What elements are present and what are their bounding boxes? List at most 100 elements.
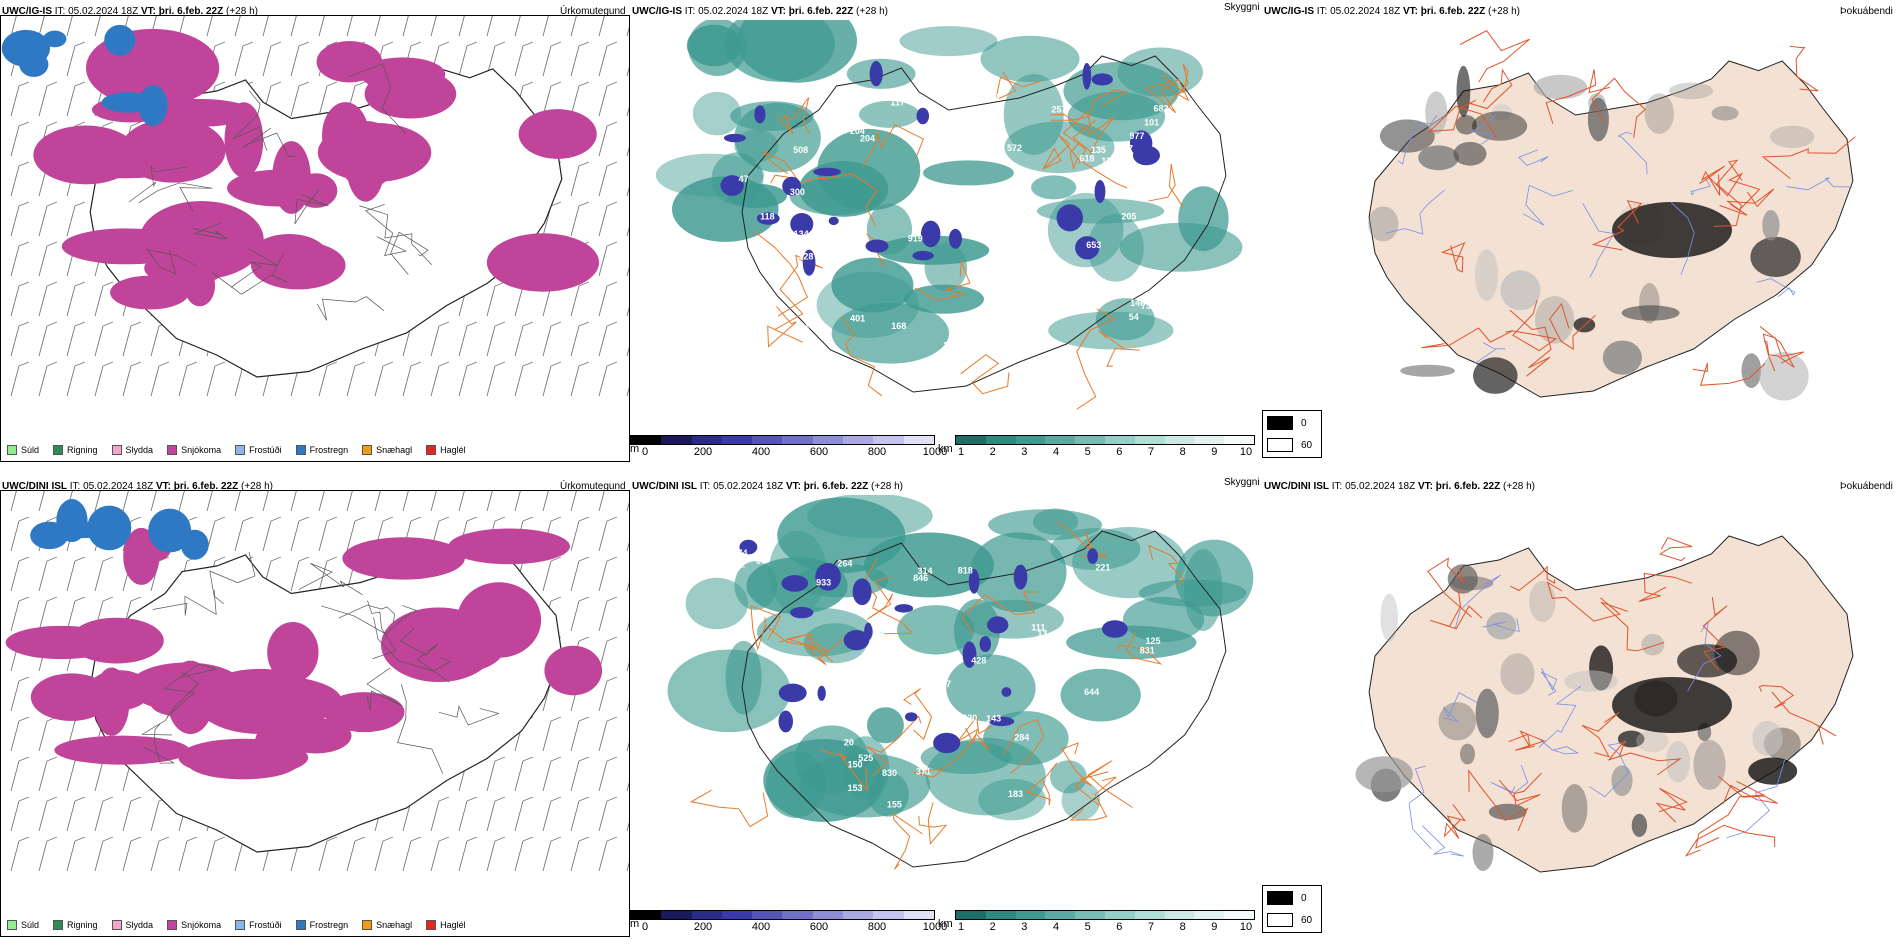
wind-barb-flag xyxy=(74,81,86,87)
wind-barb-flag xyxy=(46,756,58,762)
precip-map xyxy=(5,491,629,872)
fog-swatch-dark xyxy=(1267,416,1293,430)
visibility-scale-km: 1 2 3 4 5 6 7 8 9 10 xyxy=(955,435,1255,465)
low-ceiling-area xyxy=(1082,62,1092,90)
fog-area xyxy=(1475,249,1499,301)
low-visibility-area xyxy=(724,20,835,82)
low-visibility-area xyxy=(960,599,1064,639)
wind-barb xyxy=(234,520,244,552)
visibility-unit: km xyxy=(938,443,953,455)
legend-item: Snjókoma xyxy=(167,443,221,457)
wind-barb xyxy=(542,491,549,512)
wind-barb-flag xyxy=(438,321,450,327)
road-line xyxy=(1759,325,1795,368)
scale-tick: 4 xyxy=(1052,446,1060,458)
legend-item: Frostregn xyxy=(295,443,348,457)
ceiling-label: 831 xyxy=(1140,646,1155,656)
ceiling-label: 47 xyxy=(739,174,749,184)
wind-barb xyxy=(318,560,328,592)
wind-barb-flag xyxy=(578,636,590,642)
fog-area xyxy=(1561,784,1588,833)
wind-barb-flag xyxy=(550,716,562,722)
legend-swatch xyxy=(295,920,306,930)
scale-swatch xyxy=(1045,436,1076,444)
road-line xyxy=(1510,565,1556,592)
wind-barb xyxy=(94,840,104,872)
wind-barb-flag xyxy=(522,516,534,522)
fog-area xyxy=(1447,564,1478,594)
freezing-rain-area xyxy=(104,24,136,56)
wind-barb-flag xyxy=(298,41,310,47)
fog-area xyxy=(1488,803,1527,820)
wind-barb xyxy=(570,491,577,512)
fog-legend-row-dark: 0 xyxy=(1267,888,1321,908)
wind-barb-flag xyxy=(46,836,58,842)
wind-barb xyxy=(150,840,160,872)
wind-barb xyxy=(66,800,76,832)
wind-barb xyxy=(402,491,409,512)
ceiling-label: 172 xyxy=(739,329,754,339)
fog-area-strong xyxy=(1612,202,1732,258)
it-label: IT: xyxy=(684,6,696,17)
ceiling-label: 155 xyxy=(1144,681,1159,691)
panel-header: UWC/DINI ISL IT: 05.02.2024 18Z VT: þri.… xyxy=(632,481,903,492)
ceiling-labels: 13 314 880 623 264 181 87 155 153 155 92 143 348 837 2… xyxy=(730,548,1160,856)
low-ceiling-area xyxy=(1056,204,1083,232)
precip-areas xyxy=(5,499,603,780)
wind-barb-flag xyxy=(410,361,422,367)
ceiling-label: 525 xyxy=(858,753,873,763)
wind-barb-flag xyxy=(214,836,226,842)
wind-barb-flag xyxy=(578,796,590,802)
wind-barb xyxy=(598,365,608,397)
it-label: IT: xyxy=(1316,6,1328,17)
ceiling-label: 133 xyxy=(776,91,791,101)
river-line xyxy=(1582,203,1615,278)
road-line xyxy=(1050,110,1093,164)
wind-barb xyxy=(514,16,521,37)
road-network xyxy=(689,521,1185,870)
precip-legend: Súld Rigning Slydda Snjókoma Frostúði Frostre… xyxy=(7,918,480,932)
wind-barb-flag xyxy=(606,41,618,47)
low-visibility-area xyxy=(692,91,742,136)
ceiling-label: 221 xyxy=(1095,563,1110,573)
low-visibility-area xyxy=(1119,222,1243,272)
river-line xyxy=(1756,278,1796,298)
wind-barb-flag xyxy=(46,361,58,367)
snow-area xyxy=(457,582,542,658)
scale-swatch xyxy=(1104,911,1135,919)
scale-tick: 2 xyxy=(989,921,996,933)
river-line xyxy=(1786,177,1853,191)
low-visibility-area xyxy=(1049,760,1087,794)
ceiling-label: 837 xyxy=(866,818,881,828)
wind-barb-flag xyxy=(382,836,394,842)
wind-barb xyxy=(598,840,608,872)
wind-barb xyxy=(570,205,580,237)
fog-area xyxy=(1641,633,1665,656)
wind-barb xyxy=(234,45,244,77)
fog-legend: 0 60 xyxy=(1262,885,1322,933)
ceiling-label: 143 xyxy=(986,713,1001,723)
low-ceiling-area xyxy=(802,249,816,276)
ceiling-label: 618 xyxy=(1079,154,1094,164)
wind-barb xyxy=(486,16,493,37)
wind-barb xyxy=(262,520,272,552)
low-visibility-area xyxy=(831,257,914,313)
road-line xyxy=(1115,631,1163,665)
road-line xyxy=(366,667,403,711)
wind-barb-flag xyxy=(578,161,590,167)
wind-barb xyxy=(10,560,20,592)
wind-barb xyxy=(262,491,269,512)
low-ceiling-area xyxy=(865,239,889,253)
low-visibility-area xyxy=(1050,528,1141,571)
ceiling-label: 135 xyxy=(1091,145,1106,155)
ceiling-label: 117 xyxy=(890,97,905,107)
wind-barb xyxy=(10,491,17,512)
wind-barb xyxy=(458,840,468,872)
wind-barb xyxy=(514,365,524,397)
it-value: 05.02.2024 18Z xyxy=(1345,481,1416,492)
wind-barb-flag xyxy=(214,81,226,87)
precip-type-panel: UWC/IG-IS IT: 05.02.2024 18Z VT: þri. 6.… xyxy=(0,0,630,475)
road-line xyxy=(146,249,198,275)
wind-barb xyxy=(66,16,73,37)
river-line xyxy=(1470,112,1497,145)
